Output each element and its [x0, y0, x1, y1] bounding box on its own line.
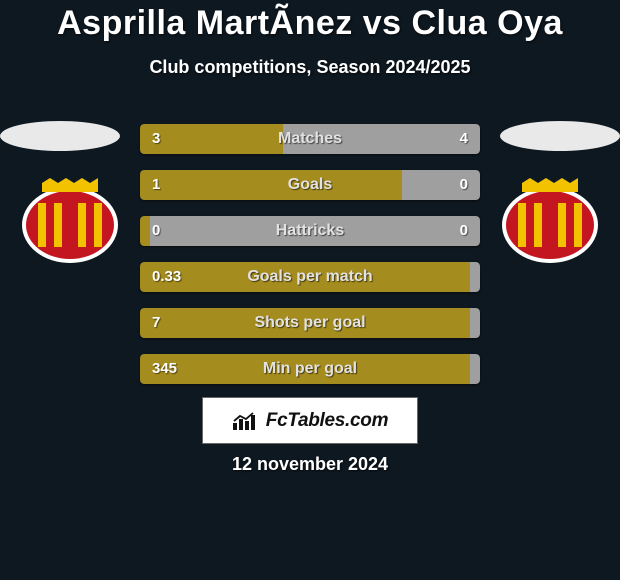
stats-container: 34Matches10Goals00Hattricks0.33Goals per… [140, 124, 480, 400]
bar-right [402, 170, 480, 200]
bar-left [140, 124, 283, 154]
brand-text: FcTables.com [266, 410, 388, 432]
stat-value-left: 0.33 [152, 262, 181, 292]
bar-right [470, 308, 480, 338]
stat-row: 10Goals [140, 170, 480, 200]
date-label: 12 november 2024 [0, 454, 620, 475]
stat-value-right: 0 [460, 170, 468, 200]
stat-row: 0.33Goals per match [140, 262, 480, 292]
stat-value-left: 345 [152, 354, 177, 384]
bar-left [140, 354, 470, 384]
stat-value-left: 0 [152, 216, 160, 246]
bar-right [470, 262, 480, 292]
club-crest-right [500, 175, 600, 265]
brand-box: FcTables.com [202, 397, 418, 444]
bar-left [140, 216, 150, 246]
bar-right [283, 124, 480, 154]
page-title: Asprilla MartÃ­nez vs Clua Oya [0, 4, 620, 43]
comparison-infographic: Asprilla MartÃ­nez vs Clua Oya Club comp… [0, 0, 620, 580]
bar-right [150, 216, 480, 246]
brand-chart-icon [232, 411, 260, 431]
crest-left-icon [20, 175, 120, 265]
stat-value-left: 3 [152, 124, 160, 154]
stat-value-left: 1 [152, 170, 160, 200]
stat-value-right: 0 [460, 216, 468, 246]
shadow-ellipse-right [500, 121, 620, 151]
bar-right [470, 354, 480, 384]
bar-left [140, 308, 470, 338]
stat-row: 34Matches [140, 124, 480, 154]
page-subtitle: Club competitions, Season 2024/2025 [0, 57, 620, 78]
stat-value-right: 4 [460, 124, 468, 154]
club-crest-left [20, 175, 120, 265]
stat-value-left: 7 [152, 308, 160, 338]
stat-row: 345Min per goal [140, 354, 480, 384]
shadow-ellipse-left [0, 121, 120, 151]
stat-row: 00Hattricks [140, 216, 480, 246]
bar-left [140, 262, 470, 292]
crest-right-icon [500, 175, 600, 265]
stat-row: 7Shots per goal [140, 308, 480, 338]
bar-left [140, 170, 402, 200]
